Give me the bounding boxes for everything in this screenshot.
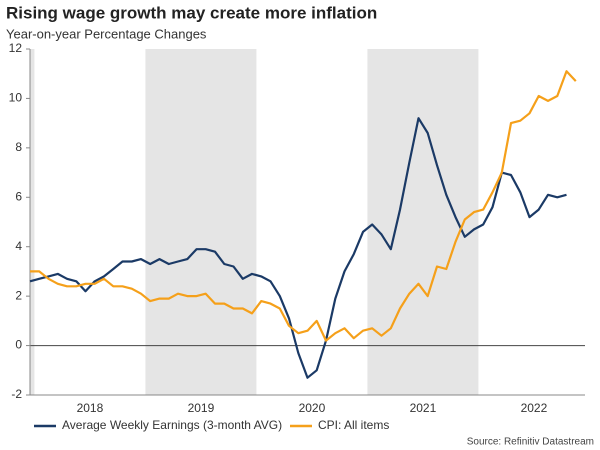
y-tick-label: 0 <box>15 338 22 352</box>
x-tick-label: 2022 <box>521 401 548 415</box>
legend-label: CPI: All items <box>318 418 389 432</box>
y-tick-label: 10 <box>9 91 23 105</box>
series-line <box>30 70 577 342</box>
legend-label: Average Weekly Earnings (3-month AVG) <box>62 418 282 432</box>
chart-title: Rising wage growth may create more infla… <box>6 3 377 22</box>
shaded-band <box>367 49 479 395</box>
shaded-band <box>30 49 35 395</box>
y-tick-label: 8 <box>15 140 22 154</box>
y-tick-label: -2 <box>11 387 22 401</box>
x-tick-label: 2021 <box>410 401 437 415</box>
chart-subtitle: Year-on-year Percentage Changes <box>6 26 207 41</box>
y-tick-label: 6 <box>15 189 22 203</box>
y-tick-label: 12 <box>9 41 23 55</box>
x-tick-label: 2018 <box>77 401 104 415</box>
x-tick-label: 2019 <box>188 401 215 415</box>
y-tick-label: 4 <box>15 239 22 253</box>
x-tick-label: 2020 <box>299 401 326 415</box>
series-line <box>29 117 567 379</box>
y-tick-label: 2 <box>15 288 22 302</box>
shaded-band <box>145 49 257 395</box>
source: Source: Refinitiv Datastream <box>467 437 594 448</box>
